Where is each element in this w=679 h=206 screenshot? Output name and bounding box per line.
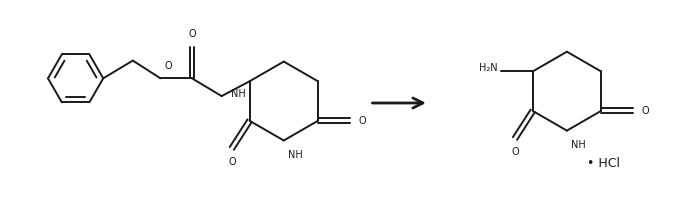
Text: O: O — [642, 106, 649, 116]
Text: H₂N: H₂N — [479, 63, 497, 74]
Text: O: O — [188, 29, 196, 39]
Text: NH: NH — [232, 89, 246, 99]
Text: O: O — [511, 147, 519, 157]
Text: O: O — [359, 116, 366, 126]
Text: O: O — [228, 157, 236, 167]
Text: • HCl: • HCl — [587, 157, 620, 170]
Text: NH: NH — [288, 150, 302, 160]
Text: O: O — [164, 61, 172, 71]
Text: NH: NH — [571, 140, 585, 151]
